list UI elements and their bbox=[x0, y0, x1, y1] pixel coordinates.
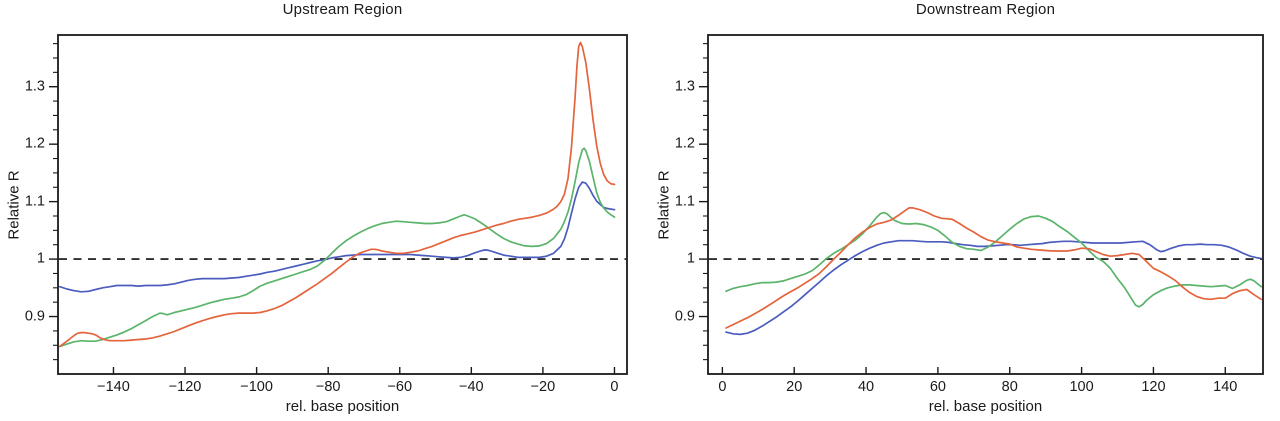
x-tick-label: 100 bbox=[1069, 379, 1094, 395]
x-tick-label: −60 bbox=[387, 379, 413, 395]
downstream-chart-title: Downstream Region bbox=[915, 1, 1056, 18]
x-tick-label: −100 bbox=[240, 379, 273, 395]
x-tick-label: 20 bbox=[786, 379, 803, 395]
upstream-panel: Upstream Region Relative R rel. base pos… bbox=[6, 1, 628, 415]
series-orange-line bbox=[58, 41, 616, 348]
downstream-panel: Downstream Region Relative R rel. base p… bbox=[640, 0, 1280, 421]
x-tick-label: 60 bbox=[929, 379, 946, 395]
downstream-plot-svg bbox=[699, 34, 1264, 375]
x-tick-label: −120 bbox=[168, 379, 202, 395]
series-blue-line bbox=[58, 181, 616, 293]
y-tick-label: 1.3 bbox=[674, 78, 695, 95]
series-orange-line bbox=[725, 207, 1263, 329]
upstream-plot-svg bbox=[49, 34, 628, 375]
y-tick-label: 1.2 bbox=[674, 135, 695, 152]
y-tick-label: 1.1 bbox=[674, 193, 695, 210]
series-green-line bbox=[58, 147, 616, 348]
x-tick-label: −40 bbox=[459, 379, 484, 395]
y-tick-label: 1 bbox=[686, 250, 695, 267]
upstream-x-axis-label: rel. base position bbox=[285, 398, 400, 415]
y-tick-label: 1.1 bbox=[24, 193, 45, 210]
series-blue-line bbox=[725, 239, 1263, 336]
y-tick-label: 0.9 bbox=[24, 308, 45, 325]
x-tick-label: −20 bbox=[530, 379, 556, 395]
plot-frame bbox=[707, 34, 1264, 375]
downstream-x-axis-label: rel. base position bbox=[928, 398, 1043, 415]
y-minor-ticks bbox=[703, 43, 708, 361]
x-tick-label: 140 bbox=[1213, 379, 1238, 395]
plot-frame bbox=[57, 34, 628, 375]
y-tick-label: 1 bbox=[36, 250, 45, 267]
x-tick-label: 0 bbox=[610, 379, 619, 395]
upstream-chart-title: Upstream Region bbox=[282, 1, 403, 18]
x-tick-label: 120 bbox=[1141, 379, 1166, 395]
x-tick-label: 0 bbox=[718, 379, 727, 395]
y-minor-ticks bbox=[53, 43, 58, 361]
x-tick-label: −80 bbox=[315, 379, 341, 395]
x-tick-label: 40 bbox=[857, 379, 875, 395]
x-tick-label: 80 bbox=[1001, 379, 1018, 395]
y-tick-label: 1.3 bbox=[24, 78, 45, 95]
y-tick-label: 0.9 bbox=[674, 308, 695, 325]
x-tick-label: −140 bbox=[97, 379, 130, 395]
y-tick-label: 1.2 bbox=[24, 135, 45, 152]
